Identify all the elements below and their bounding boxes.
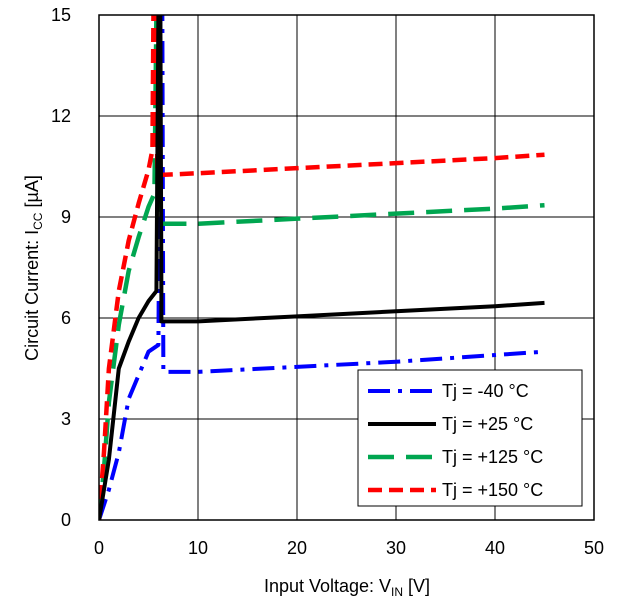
y-tick-label: 12	[51, 106, 71, 126]
y-axis-title-main: Circuit Current: I	[22, 230, 42, 361]
x-axis-title-main: Input Voltage: V	[264, 576, 391, 596]
x-axis-title-unit: [V]	[403, 576, 430, 596]
legend-label-1: Tj = +25 °C	[442, 414, 533, 434]
series-line-3	[99, 15, 545, 520]
legend: Tj = -40 °C Tj = +25 °C Tj = +125 °C Tj = +…	[357, 369, 583, 507]
x-tick-label: 50	[584, 538, 604, 558]
y-tick-label: 0	[61, 510, 71, 530]
x-tick-labels: 0 10 20 30 40 50	[94, 538, 604, 558]
legend-label-3: Tj = +150 °C	[442, 480, 543, 500]
y-axis-title-subscript: CC	[31, 212, 45, 230]
legend-box	[357, 369, 583, 507]
y-axis-title-unit: [µA]	[22, 175, 42, 212]
series-line-0	[99, 15, 545, 520]
x-tick-label: 20	[287, 538, 307, 558]
x-tick-label: 10	[188, 538, 208, 558]
x-tick-label: 30	[386, 538, 406, 558]
y-axis-title: Circuit Current: ICC [µA]	[22, 175, 45, 361]
y-tick-label: 6	[61, 308, 71, 328]
legend-label-2: Tj = +125 °C	[442, 447, 543, 467]
y-tick-label: 15	[51, 5, 71, 25]
series-layer	[99, 15, 545, 520]
series-line-1	[99, 15, 545, 520]
x-axis-title: Input Voltage: VIN [V]	[264, 576, 430, 599]
y-tick-labels: 0 3 6 9 12 15	[51, 5, 71, 530]
plot-frame	[98, 14, 595, 521]
y-tick-label: 3	[61, 409, 71, 429]
y-tick-label: 9	[61, 207, 71, 227]
legend-label-0: Tj = -40 °C	[442, 381, 529, 401]
gridlines	[99, 15, 594, 520]
x-tick-label: 40	[485, 538, 505, 558]
x-axis-title-subscript: IN	[391, 585, 403, 599]
x-tick-label: 0	[94, 538, 104, 558]
